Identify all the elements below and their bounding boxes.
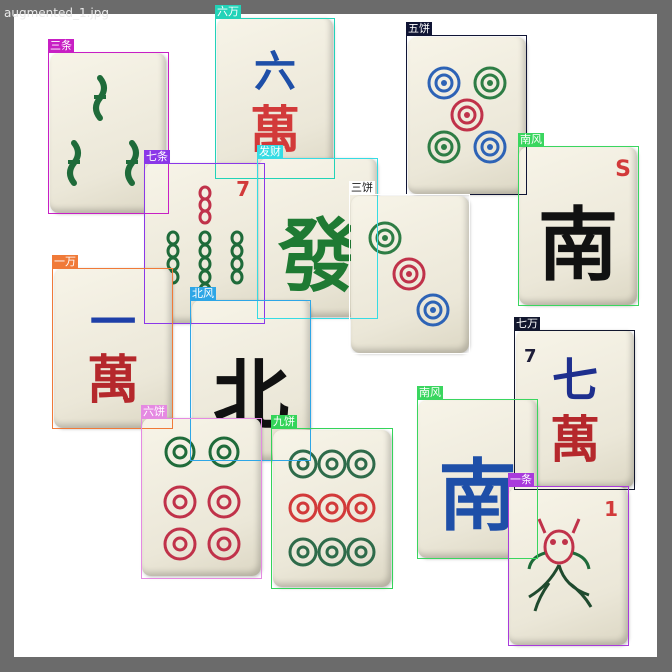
tile-yiwan-bottom: 萬 [86,350,139,411]
tile-qiwan-corner: 7 [524,346,537,367]
tile-yiwan: 一 萬 [54,268,172,428]
tile-nanfeng-1-corner: S [615,157,631,182]
tile-yiwan-top: 一 [90,295,136,349]
tile-facai-glyph: 發 [278,209,358,303]
tile-wubing [408,37,526,194]
tile-liuwan: 六 萬 [217,18,333,178]
tile-nanfeng-2-glyph: 南 [438,451,517,542]
tile-nanfeng-1-glyph: 南 [538,198,618,292]
tile-qitiao-corner: 7 [236,177,250,201]
tile-qiwan-bottom: 萬 [550,410,600,469]
file-name-label: augmented_1.jpg [4,6,109,20]
tile-jiubing [273,430,391,587]
tile-liuwan-top: 六 [253,47,296,96]
tile-liuwan-bottom: 萬 [250,100,300,159]
tile-yitiao-corner: 1 [604,497,618,521]
tile-yitiao: 1 [509,487,628,645]
tile-qiwan-top: 七 [552,353,598,407]
tile-liubing [142,418,261,576]
tile-nanfeng-1: S 南 [519,147,637,305]
tile-sanbing [351,196,469,353]
